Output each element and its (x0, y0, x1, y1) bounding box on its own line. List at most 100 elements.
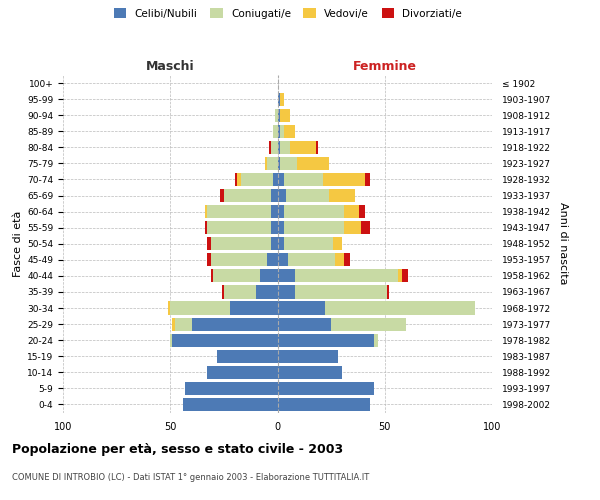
Bar (290, 140, 316, 154)
Bar (280, 124, 284, 138)
Bar (331, 318, 406, 330)
Bar (284, 221, 344, 234)
Bar (277, 350, 338, 363)
Bar (323, 173, 365, 186)
Bar (265, 157, 267, 170)
Bar (269, 140, 271, 154)
Bar (344, 221, 361, 234)
Y-axis label: Fasce di età: Fasce di età (13, 210, 23, 277)
Bar (237, 173, 241, 186)
Bar (374, 334, 379, 347)
Bar (172, 334, 277, 347)
Bar (217, 350, 277, 363)
Bar (205, 221, 207, 234)
Bar (398, 270, 402, 282)
Bar (277, 382, 374, 395)
Bar (241, 173, 273, 186)
Bar (277, 108, 280, 122)
Bar (284, 124, 295, 138)
Text: Maschi: Maschi (146, 60, 194, 72)
Bar (277, 398, 370, 411)
Bar (277, 334, 374, 347)
Bar (170, 334, 172, 347)
Bar (271, 205, 277, 218)
Bar (168, 302, 170, 314)
Bar (175, 318, 192, 330)
Bar (277, 124, 280, 138)
Bar (207, 253, 211, 266)
Bar (273, 173, 277, 186)
Legend: Celibi/Nubili, Coniugati/e, Vedovi/e, Divorziati/e: Celibi/Nubili, Coniugati/e, Vedovi/e, Di… (111, 5, 465, 21)
Bar (211, 237, 271, 250)
Bar (220, 189, 224, 202)
Bar (280, 140, 290, 154)
Bar (365, 173, 370, 186)
Bar (271, 221, 277, 234)
Bar (222, 286, 224, 298)
Text: Popolazione per età, sesso e stato civile - 2003: Popolazione per età, sesso e stato civil… (12, 442, 343, 456)
Y-axis label: Anni di nascita: Anni di nascita (558, 202, 568, 285)
Bar (267, 253, 277, 266)
Bar (213, 270, 260, 282)
Bar (329, 189, 355, 202)
Bar (207, 237, 211, 250)
Bar (207, 205, 271, 218)
Bar (183, 398, 277, 411)
Bar (260, 270, 277, 282)
Bar (273, 124, 277, 138)
Bar (280, 157, 297, 170)
Bar (271, 140, 277, 154)
Bar (344, 253, 350, 266)
Bar (333, 237, 342, 250)
Bar (277, 140, 280, 154)
Bar (284, 173, 323, 186)
Bar (277, 366, 342, 379)
Bar (277, 302, 325, 314)
Bar (267, 157, 277, 170)
Bar (387, 286, 389, 298)
Bar (402, 270, 409, 282)
Bar (235, 173, 237, 186)
Bar (277, 92, 280, 106)
Bar (172, 318, 175, 330)
Bar (277, 189, 286, 202)
Text: COMUNE DI INTROBIO (LC) - Dati ISTAT 1° gennaio 2003 - Elaborazione TUTTITALIA.I: COMUNE DI INTROBIO (LC) - Dati ISTAT 1° … (12, 472, 369, 482)
Bar (224, 189, 271, 202)
Bar (295, 286, 387, 298)
Bar (325, 302, 475, 314)
Bar (256, 286, 277, 298)
Text: Femmine: Femmine (353, 60, 417, 72)
Bar (211, 253, 267, 266)
Bar (277, 253, 288, 266)
Bar (271, 189, 277, 202)
Bar (277, 270, 295, 282)
Bar (192, 318, 277, 330)
Bar (295, 270, 398, 282)
Bar (277, 205, 284, 218)
Bar (271, 237, 277, 250)
Bar (211, 270, 213, 282)
Bar (207, 366, 277, 379)
Bar (284, 205, 344, 218)
Bar (277, 318, 331, 330)
Bar (170, 302, 230, 314)
Bar (335, 253, 344, 266)
Bar (275, 108, 277, 122)
Bar (280, 92, 284, 106)
Bar (207, 221, 271, 234)
Bar (224, 286, 256, 298)
Bar (205, 205, 207, 218)
Bar (277, 157, 280, 170)
Bar (316, 140, 318, 154)
Bar (361, 221, 370, 234)
Bar (297, 157, 329, 170)
Bar (284, 237, 333, 250)
Bar (277, 237, 284, 250)
Bar (185, 382, 277, 395)
Bar (277, 286, 295, 298)
Bar (359, 205, 365, 218)
Bar (344, 205, 359, 218)
Bar (277, 173, 284, 186)
Bar (280, 108, 290, 122)
Bar (277, 221, 284, 234)
